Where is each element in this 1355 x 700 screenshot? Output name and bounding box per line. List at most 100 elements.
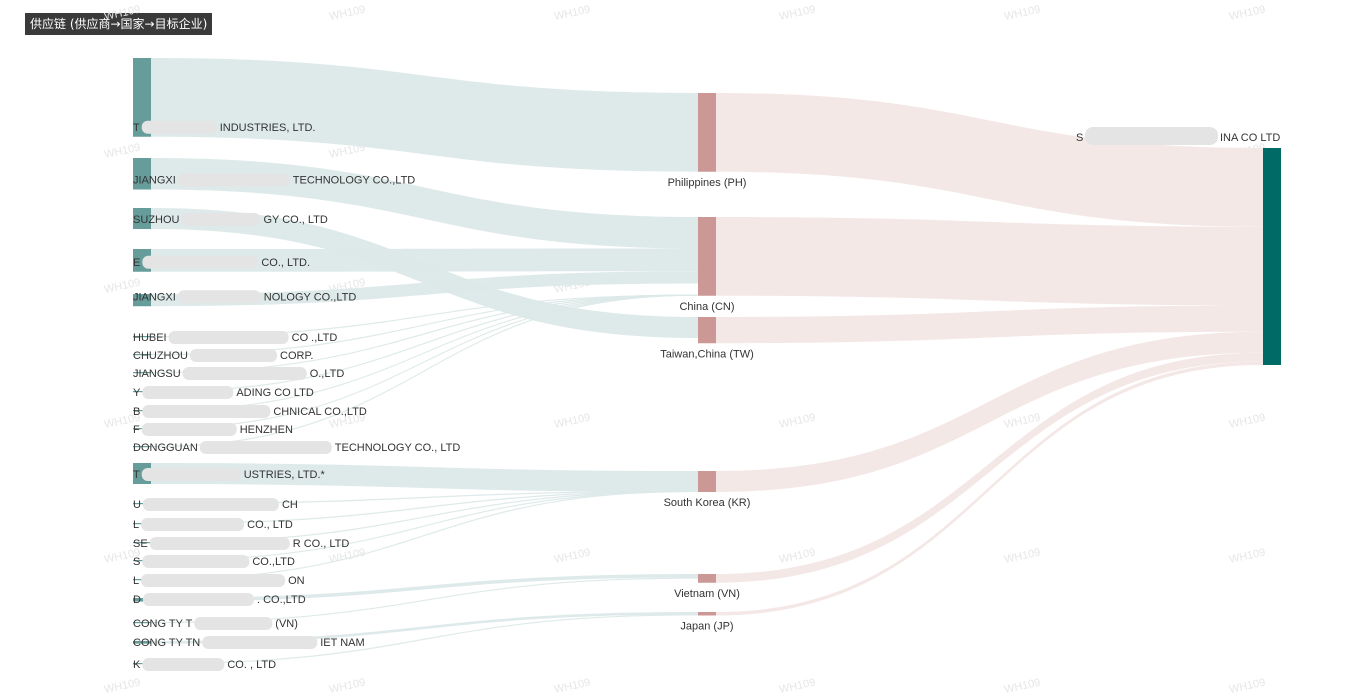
supplier-label-start: SUZHOU [133,214,180,226]
target-node[interactable] [1263,148,1281,365]
watermark-text: WH109 [328,4,366,23]
watermark-text: WH109 [1228,547,1266,566]
supplier-node[interactable] [133,208,151,229]
supplier-label-end: GY CO., LTD [263,214,327,226]
redaction-blur [149,537,290,550]
supplier-label: JIANGXI TECHNOLOGY CO.,LTD [133,173,415,187]
supplier-country-link [151,294,698,374]
supplier-label-end: ADING CO LTD [236,387,313,399]
supplier-label-end: CH [282,499,298,511]
supplier-node[interactable] [133,598,151,602]
country-node[interactable] [698,574,716,583]
watermark-text: WH109 [1228,412,1266,431]
country-node[interactable] [698,471,716,492]
country-target-link [716,331,1263,492]
supplier-label-start: L [133,575,139,587]
redaction-blur [182,367,307,380]
supplier-node[interactable] [133,354,151,356]
redaction-blur [141,574,286,587]
supplier-country-link [151,577,698,624]
redaction-blur [142,498,279,511]
country-target-link [716,93,1263,227]
redaction-blur [142,555,250,568]
supplier-node[interactable] [133,336,151,338]
supplier-label-end: USTRIES, LTD.* [244,469,326,481]
supplier-node[interactable] [133,372,151,374]
country-target-link [716,305,1263,344]
supplier-label-end: CORP. [280,350,313,362]
watermark-text: WH109 [553,412,591,431]
supplier-label: T INDUSTRIES, LTD. [133,120,316,134]
supplier-country-link [151,490,698,505]
supplier-label-start: T [133,122,140,134]
supplier-label: Y ADING CO LTD [133,386,314,399]
country-target-link [716,217,1263,306]
supplier-label: JIANGXI NOLOGY CO.,LTD [133,290,356,304]
supplier-label: CONG TY TN IET NAM [133,636,365,649]
supplier-node[interactable] [133,663,151,665]
target-label: S INA CO LTD [1076,127,1280,145]
supplier-country-link [151,490,698,581]
supplier-label-end: O.,LTD [310,368,345,380]
supplier-country-link [151,294,698,412]
supplier-label-end: HENZHEN [240,424,293,436]
supplier-node[interactable] [133,294,151,307]
country-node[interactable] [698,317,716,344]
country-node[interactable] [698,93,716,172]
supplier-node[interactable] [133,446,151,448]
supplier-label: HUBEI CO .,LTD [133,331,337,344]
country-label: Taiwan,China (TW) [660,348,754,360]
redaction-blur [142,593,254,606]
supplier-country-link [151,294,698,448]
supplier-node[interactable] [133,542,151,544]
chart-title: 供应链 (供应商→国家→目标企业) [25,13,213,35]
country-label: South Korea (KR) [664,497,751,509]
redaction-blur [168,331,289,344]
supplier-node[interactable] [133,641,151,644]
supplier-country-link [151,490,698,562]
redaction-blur [177,290,261,304]
supplier-node[interactable] [133,58,151,137]
supplier-node[interactable] [133,622,151,624]
supplier-label-start: K [133,659,141,671]
redaction-blur [202,636,318,649]
supplier-label-start: JIANGXI [133,291,176,303]
supplier-label: L ON [133,574,305,587]
nodes-layer [133,58,1281,665]
redaction-blur [194,617,273,630]
redaction-blur [181,213,261,226]
supplier-country-link [151,574,698,602]
supplier-country-link [151,463,698,492]
supplier-label: U CH [133,498,298,511]
supplier-country-link [151,612,698,644]
supplier-node[interactable] [133,391,151,393]
supplier-label: K CO. , LTD [133,658,276,671]
supplier-label-end: IET NAM [320,637,364,649]
supplier-label: SUZHOU GY CO., LTD [133,213,328,226]
supplier-country-link [151,158,698,249]
supplier-label-start: HUBEI [133,332,167,344]
supplier-country-link [151,490,698,544]
country-node[interactable] [698,217,716,296]
redaction-blur [141,423,237,436]
watermark-text: WH109 [778,677,816,696]
supplier-node[interactable] [133,503,151,505]
supplier-country-link [151,294,698,393]
watermark-text: WH109 [778,412,816,431]
supplier-label-end: CO.,LTD [252,556,295,568]
supplier-label: SE R CO., LTD [133,537,349,550]
supplier-label: S CO.,LTD [133,555,295,568]
supplier-label-start: B [133,406,140,418]
supplier-label-start: D [133,594,141,606]
supplier-node[interactable] [133,560,151,562]
supplier-country-link [151,294,698,356]
watermark-text: WH109 [553,677,591,696]
supplier-label-end: CO .,LTD [292,332,338,344]
watermark-text: WH109 [553,547,591,566]
supplier-node[interactable] [133,410,151,412]
supplier-label-start: U [133,499,141,511]
country-node[interactable] [698,612,716,616]
supplier-label-end: R CO., LTD [293,538,350,550]
supplier-node[interactable] [133,158,151,190]
